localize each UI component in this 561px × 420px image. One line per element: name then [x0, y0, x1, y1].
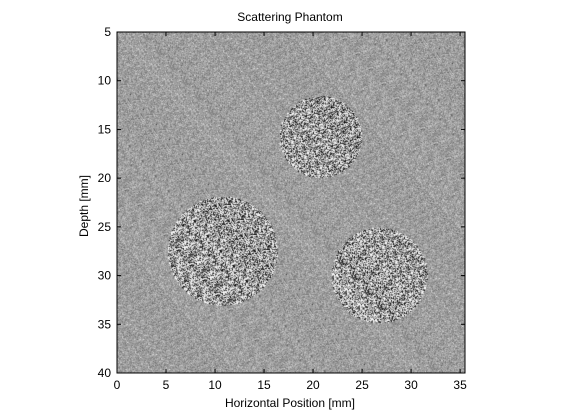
x-tick-label-7: 35: [453, 378, 467, 392]
x-tick-label-5: 25: [355, 378, 369, 392]
x-tick-label-4: 20: [306, 378, 320, 392]
x-tick-label-3: 15: [257, 378, 271, 392]
y-tick-label-6: 35: [98, 317, 112, 331]
y-tick-label-0: 5: [104, 25, 111, 39]
y-tick-label-1: 10: [98, 74, 112, 88]
y-axis-label: Depth [mm]: [77, 175, 91, 237]
heatmap-canvas-wrapper: [117, 32, 465, 373]
axes-box: [116, 31, 466, 374]
x-axis: 0 5 10 15 20 25 30 35: [114, 32, 467, 392]
y-tick-label-4: 25: [98, 220, 112, 234]
y-tick-label-3: 20: [98, 171, 112, 185]
y-tick-label-7: 40: [98, 366, 112, 380]
x-tick-label-1: 5: [163, 378, 170, 392]
x-tick-label-2: 10: [208, 378, 222, 392]
x-tick-label-0: 0: [114, 378, 121, 392]
x-axis-label: Horizontal Position [mm]: [225, 396, 355, 410]
chart-title: Scattering Phantom: [237, 10, 342, 24]
x-tick-label-6: 30: [404, 378, 418, 392]
y-tick-label-2: 15: [98, 122, 112, 136]
y-tick-label-5: 30: [98, 269, 112, 283]
plot-area: [117, 32, 465, 373]
y-axis: 5 10 15 20 25 30 35 40: [98, 25, 465, 380]
heatmap-canvas: [117, 32, 465, 373]
